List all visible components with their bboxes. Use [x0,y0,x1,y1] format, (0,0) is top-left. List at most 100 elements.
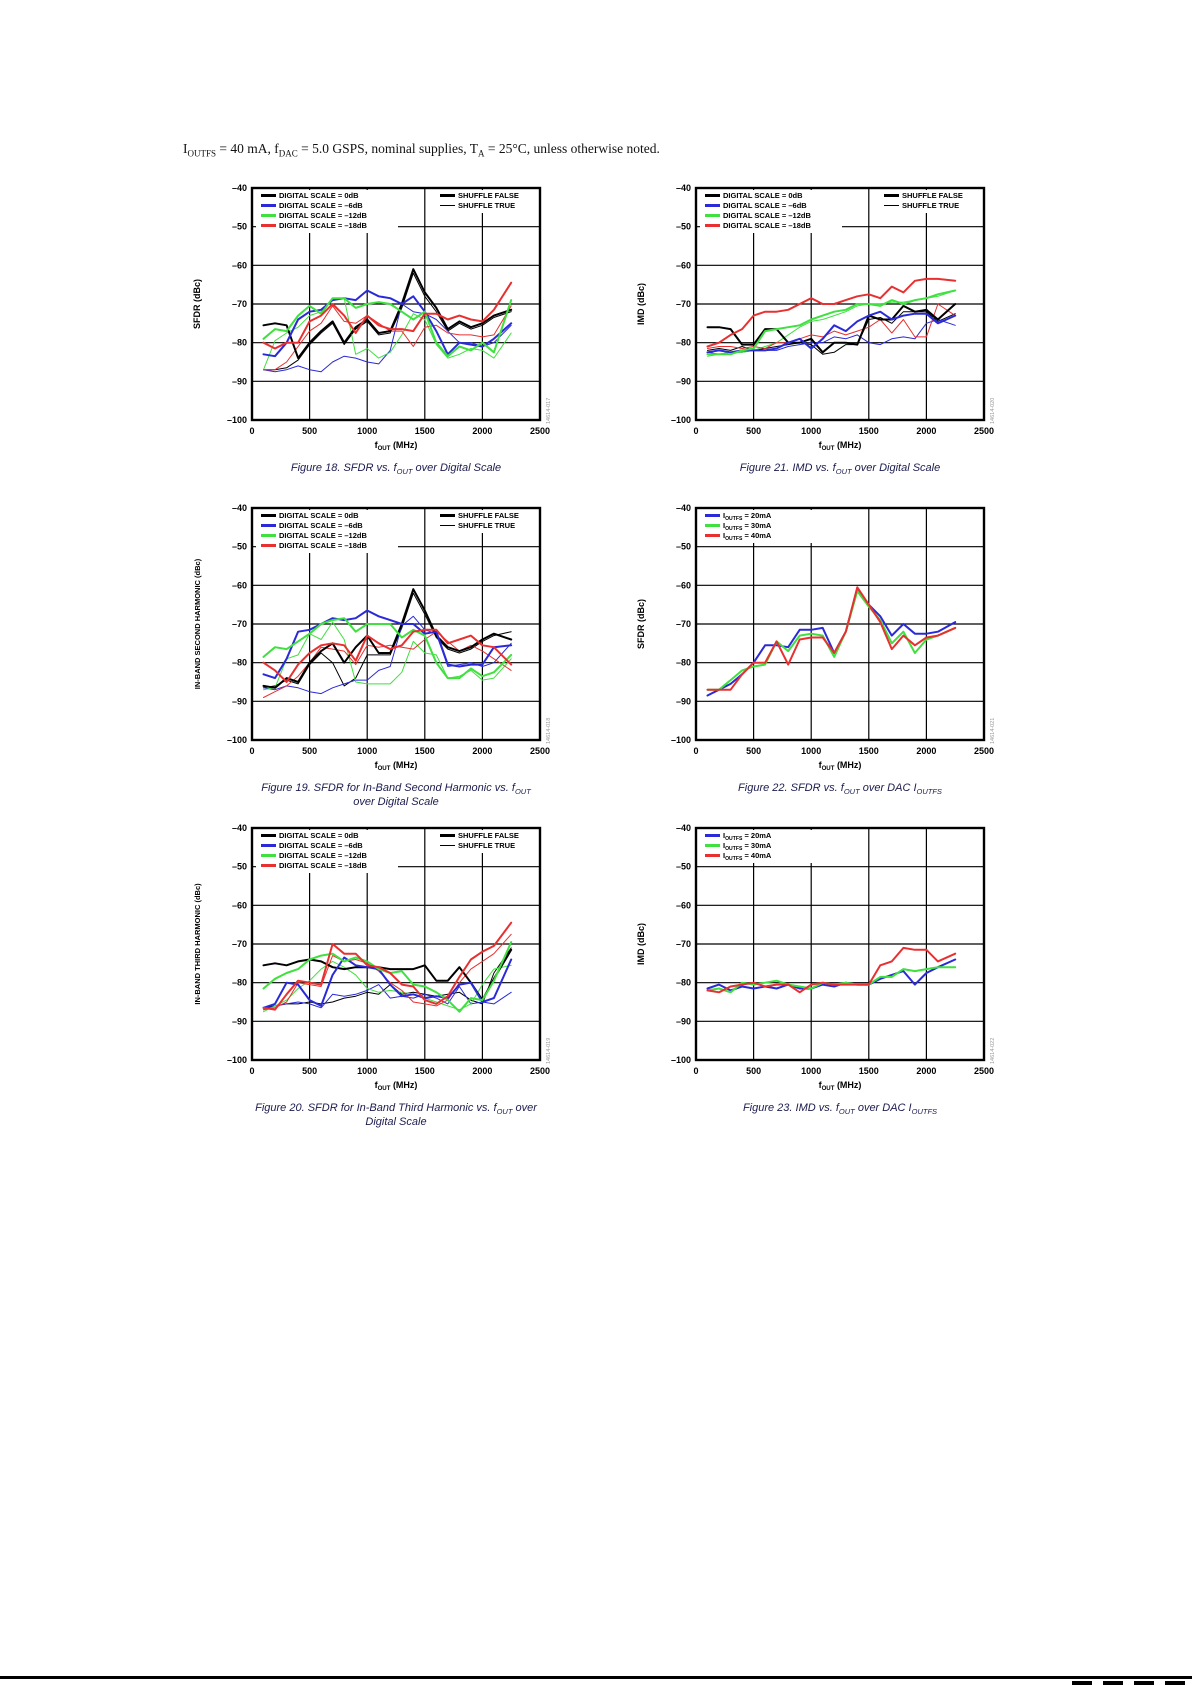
figure-20-plot: –40 –50 –60 –70 –80 –90 –1000 500 1000 1500 2000 25… [193,823,552,1090]
svg-text:–80: –80 [676,338,691,348]
svg-text:14614-017: 14614-017 [546,398,552,424]
figure-22-caption: Figure 22. SFDR vs. fOUT over DAC IOUTFS [738,782,942,797]
svg-text:1000: 1000 [801,426,821,436]
svg-text:–60: –60 [676,580,691,590]
svg-text:IOUTFS = 30mA: IOUTFS = 30mA [723,841,772,852]
svg-text:–80: –80 [676,658,691,668]
page-bottom-rule [0,1676,1192,1679]
svg-text:0: 0 [249,1066,254,1076]
svg-text:SHUFFLE FALSE: SHUFFLE FALSE [458,831,519,840]
figure-19-plot: –40 –50 –60 –70 –80 –90 –1000 500 1000 1500 2000 25… [193,503,552,770]
svg-text:–80: –80 [232,978,247,988]
svg-text:14614-021: 14614-021 [990,718,996,744]
svg-text:1500: 1500 [415,1066,435,1076]
svg-text:2000: 2000 [472,426,492,436]
svg-text:IMD (dBc): IMD (dBc) [636,283,646,325]
figure-22: –40 –50 –60 –70 –80 –90 –100 0 500 1000 1500 2000 25… [630,496,998,796]
svg-text:DIGITAL SCALE = –18dB: DIGITAL SCALE = –18dB [723,221,811,230]
svg-text:500: 500 [302,426,317,436]
svg-text:IOUTFS = 20mA: IOUTFS = 20mA [723,511,772,522]
svg-text:DIGITAL SCALE = –18dB: DIGITAL SCALE = –18dB [279,861,367,870]
svg-text:–40: –40 [676,503,691,513]
svg-text:fOUT (MHz): fOUT (MHz) [819,440,862,450]
svg-text:–100: –100 [671,735,691,745]
svg-text:–40: –40 [232,183,247,193]
svg-text:–60: –60 [676,900,691,910]
svg-text:14614-022: 14614-022 [990,1038,996,1064]
svg-text:–90: –90 [676,1016,691,1026]
svg-text:–100: –100 [227,1055,247,1065]
svg-text:–40: –40 [676,183,691,193]
figure-18: –40 –50 –60 –70 –80 –90 –100 0 500 1000 1500 2000 25… [186,176,554,476]
svg-text:–70: –70 [676,939,691,949]
svg-text:–70: –70 [232,939,247,949]
svg-text:2500: 2500 [530,426,550,436]
svg-text:DIGITAL SCALE = –6dB: DIGITAL SCALE = –6dB [279,521,363,530]
svg-text:–50: –50 [676,222,691,232]
figure-19: –40 –50 –60 –70 –80 –90 –100 0 500 1000 1500 2000 25… [186,496,554,808]
svg-text:SFDR (dBc): SFDR (dBc) [192,279,202,329]
figure-22-plot: –40 –50 –60 –70 –80 –90 –1000 500 1000 1500 2000 25… [636,503,996,770]
figure-23-caption: Figure 23. IMD vs. fOUT over DAC IOUTFS [742,1102,938,1117]
svg-text:fOUT (MHz): fOUT (MHz) [819,1080,862,1090]
svg-text:–100: –100 [671,415,691,425]
svg-text:2500: 2500 [974,426,994,436]
svg-text:IMD (dBc): IMD (dBc) [636,923,646,965]
svg-text:IN-BAND SECOND HARMONIC (dBc): IN-BAND SECOND HARMONIC (dBc) [193,558,202,689]
svg-text:1500: 1500 [859,746,879,756]
conditions-note: IOUTFS = 40 mA, fDAC = 5.0 GSPS, nominal… [183,141,660,159]
svg-text:–80: –80 [676,978,691,988]
svg-text:SFDR (dBc): SFDR (dBc) [636,599,646,649]
svg-text:DIGITAL SCALE = 0dB: DIGITAL SCALE = 0dB [279,831,359,840]
svg-text:–40: –40 [232,503,247,513]
svg-text:–60: –60 [232,900,247,910]
svg-text:fOUT (MHz): fOUT (MHz) [819,760,862,770]
figure-21-plot: –40 –50 –60 –70 –80 –90 –1000 500 1000 1500 2000 25… [636,183,996,450]
figure-18-caption: Figure 18. SFDR vs. fOUT over Digital Sc… [290,462,502,477]
svg-text:DIGITAL SCALE = 0dB: DIGITAL SCALE = 0dB [279,191,359,200]
svg-text:0: 0 [693,1066,698,1076]
svg-text:DIGITAL SCALE = –12dB: DIGITAL SCALE = –12dB [279,851,367,860]
svg-text:IOUTFS = 30mA: IOUTFS = 30mA [723,521,772,532]
svg-text:500: 500 [302,746,317,756]
cut-off-footer-text [1072,1681,1190,1685]
svg-text:–90: –90 [676,696,691,706]
svg-text:1000: 1000 [357,426,377,436]
svg-text:2500: 2500 [974,746,994,756]
svg-text:2000: 2000 [472,1066,492,1076]
svg-text:DIGITAL SCALE = 0dB: DIGITAL SCALE = 0dB [279,511,359,520]
svg-text:DIGITAL SCALE = –18dB: DIGITAL SCALE = –18dB [279,541,367,550]
svg-text:1500: 1500 [859,1066,879,1076]
svg-text:1500: 1500 [859,426,879,436]
svg-text:–60: –60 [232,580,247,590]
svg-text:–60: –60 [232,260,247,270]
svg-text:IOUTFS = 20mA: IOUTFS = 20mA [723,831,772,842]
svg-text:–70: –70 [676,299,691,309]
svg-text:500: 500 [746,1066,761,1076]
svg-text:–50: –50 [232,542,247,552]
svg-text:–70: –70 [232,619,247,629]
svg-text:2000: 2000 [472,746,492,756]
svg-text:SHUFFLE TRUE: SHUFFLE TRUE [902,201,959,210]
svg-text:500: 500 [746,426,761,436]
svg-text:DIGITAL SCALE = –6dB: DIGITAL SCALE = –6dB [279,201,363,210]
svg-text:1500: 1500 [415,426,435,436]
svg-text:–80: –80 [232,658,247,668]
svg-text:–50: –50 [232,222,247,232]
figure-18-plot: –40 –50 –60 –70 –80 –90 –1000 500 1000 1500 2000 25… [192,183,552,450]
svg-text:2500: 2500 [530,746,550,756]
svg-text:–90: –90 [232,696,247,706]
svg-text:–100: –100 [227,415,247,425]
svg-text:1000: 1000 [801,1066,821,1076]
svg-text:SHUFFLE TRUE: SHUFFLE TRUE [458,201,515,210]
svg-text:0: 0 [249,746,254,756]
svg-text:500: 500 [746,746,761,756]
svg-text:DIGITAL SCALE = –12dB: DIGITAL SCALE = –12dB [723,211,811,220]
svg-text:–50: –50 [676,862,691,872]
svg-text:fOUT (MHz): fOUT (MHz) [375,760,418,770]
figure-21-caption: Figure 21. IMD vs. fOUT over Digital Sca… [739,462,941,477]
svg-text:14614-020: 14614-020 [990,398,996,424]
svg-text:2500: 2500 [530,1066,550,1076]
figure-23: –40 –50 –60 –70 –80 –90 –100 0 500 1000 1500 2000 25… [630,816,998,1116]
svg-text:SHUFFLE FALSE: SHUFFLE FALSE [458,511,519,520]
